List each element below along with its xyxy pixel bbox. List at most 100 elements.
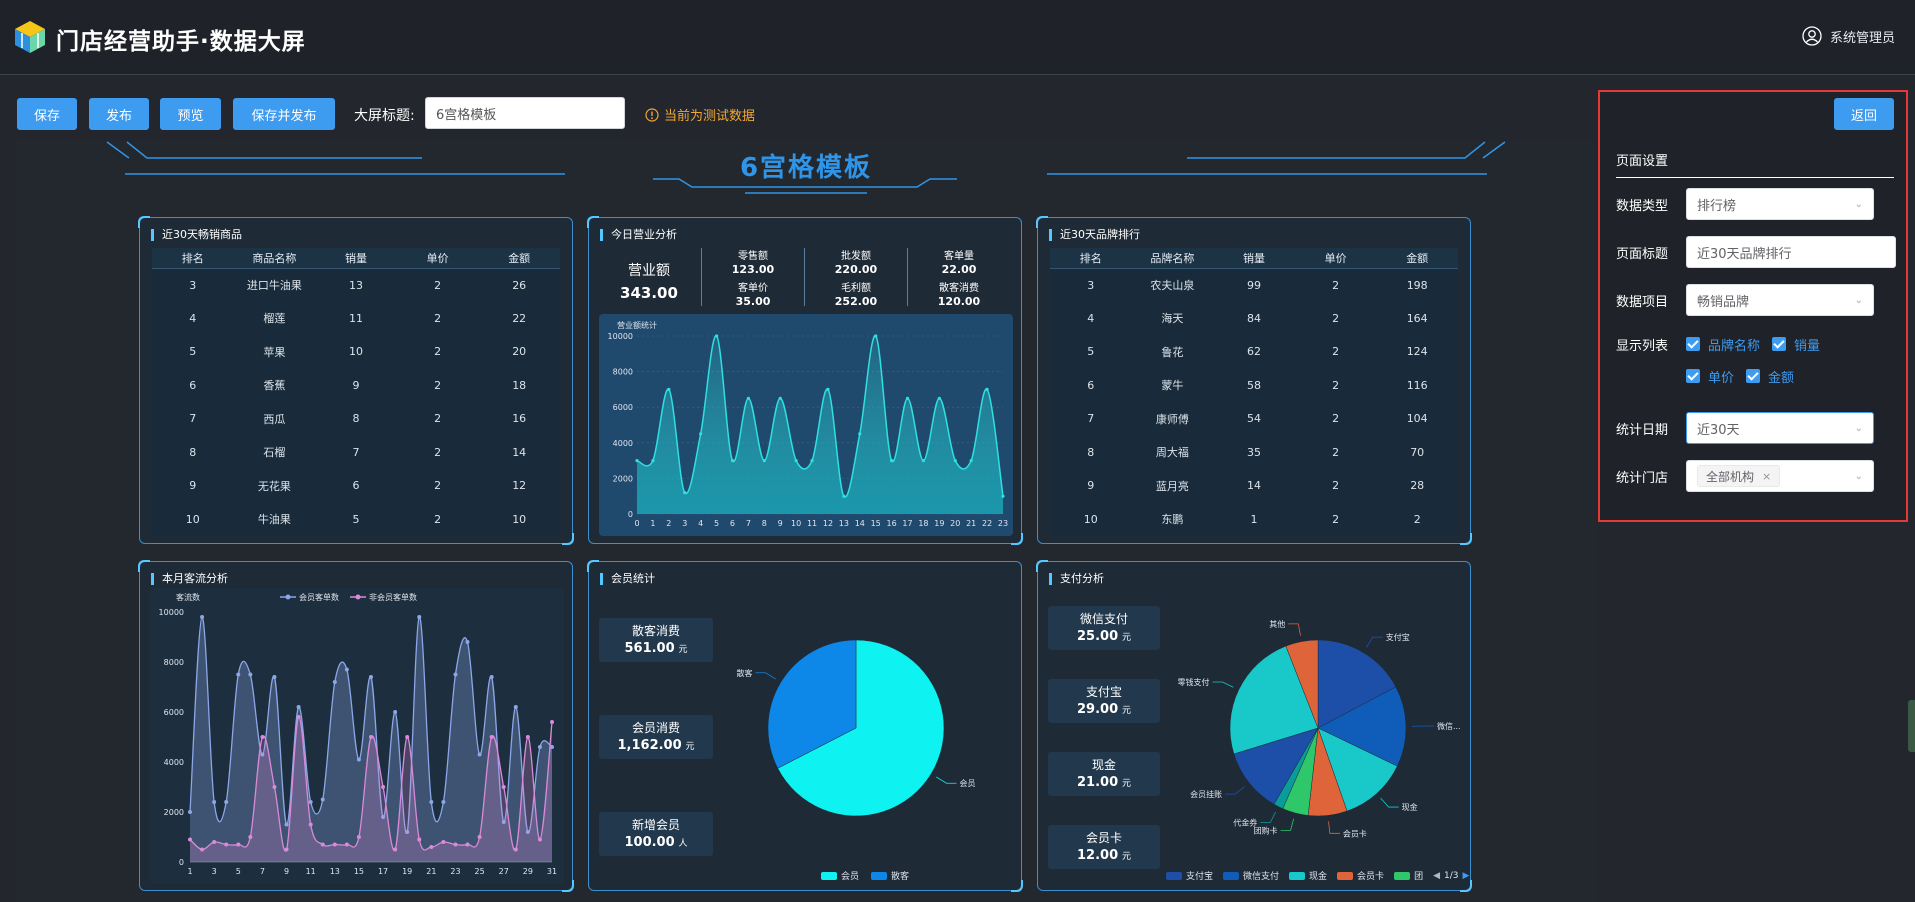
data-point bbox=[369, 735, 373, 739]
preview-button[interactable]: 预览 bbox=[160, 98, 221, 130]
checkbox-price[interactable]: 单价 bbox=[1686, 367, 1734, 386]
table-cell: 10 bbox=[478, 502, 560, 536]
legend-label: 支付宝 bbox=[1186, 872, 1214, 882]
revenue-total: 营业额 343.00 bbox=[599, 260, 699, 302]
user-menu[interactable]: 系统管理员 bbox=[1802, 26, 1895, 46]
data-point bbox=[842, 494, 846, 498]
table-cell: 2 bbox=[1294, 469, 1377, 503]
table-row: 6 蒙牛 58 2 116 bbox=[1050, 368, 1458, 402]
side-scroll-handle[interactable] bbox=[1908, 700, 1915, 752]
app-logo-icon bbox=[15, 21, 45, 53]
data-point bbox=[985, 387, 989, 391]
panel-member[interactable]: 会员统计 散客消费 561.00 元 会员消费 1,162.00 元 新增会员 100… bbox=[587, 560, 1023, 892]
data-point bbox=[537, 837, 542, 842]
chevron-down-icon: ⌄ bbox=[1854, 422, 1863, 434]
x-tick-label: 14 bbox=[855, 519, 865, 528]
table-cell: 16 bbox=[478, 402, 560, 436]
table-cell: 石榴 bbox=[233, 435, 316, 469]
data-type-select[interactable]: 排行榜 ⌄ bbox=[1686, 188, 1874, 220]
slice-label: 支付宝 bbox=[1386, 632, 1410, 642]
data-point bbox=[248, 835, 253, 839]
table-cell: 84 bbox=[1213, 301, 1295, 335]
x-tick-label: 23 bbox=[998, 519, 1008, 528]
data-point bbox=[453, 842, 458, 847]
data-point bbox=[683, 491, 687, 495]
table-cell: 124 bbox=[1376, 335, 1458, 369]
label-line bbox=[1225, 786, 1245, 795]
table-cell: 2 bbox=[1294, 268, 1377, 302]
revenue-chart[interactable]: 营业额统计 0 2000 4000 6000 8000 10000 0 1 2 3 4 5 6 7 8 9 10 1… bbox=[599, 314, 1013, 536]
table-cell: 26 bbox=[478, 268, 560, 302]
table-cell: 8 bbox=[1050, 435, 1132, 469]
legend-label: 散客 bbox=[891, 872, 910, 882]
data-point bbox=[200, 615, 205, 619]
card-label: 现金 bbox=[1091, 758, 1116, 772]
data-point bbox=[874, 334, 878, 338]
slice-label: 散客 bbox=[737, 668, 753, 678]
table-cell: 58 bbox=[1213, 368, 1295, 402]
member-pie-chart[interactable]: 会员 散客 bbox=[729, 602, 1019, 852]
data-item-select[interactable]: 畅销品牌 ⌄ bbox=[1686, 284, 1874, 316]
revenue-label: 营业额 bbox=[628, 263, 670, 279]
data-point bbox=[477, 752, 482, 757]
label-line bbox=[1280, 818, 1295, 831]
table-row: 3 农夫山泉 99 2 198 bbox=[1050, 268, 1458, 302]
table-cell: 2 bbox=[1294, 301, 1377, 335]
card-unit: 元 bbox=[1121, 852, 1131, 862]
x-tick-label: 7 bbox=[746, 519, 751, 528]
checkbox-brand-name[interactable]: 品牌名称 bbox=[1686, 335, 1760, 354]
table-cell: 12 bbox=[478, 469, 560, 503]
table-cell: 11 bbox=[315, 301, 397, 335]
page-title-input[interactable]: 近30天品牌排行 bbox=[1686, 236, 1896, 268]
screen-title-input[interactable] bbox=[425, 97, 625, 129]
table-cell: 2 bbox=[396, 469, 479, 503]
card-value: 29.00 bbox=[1077, 702, 1119, 717]
x-tick-label: 1 bbox=[187, 867, 192, 876]
legend-swatch bbox=[1337, 871, 1354, 880]
kpi-avg-price: 客单价 35.00 bbox=[703, 282, 803, 308]
save-button[interactable]: 保存 bbox=[17, 98, 77, 130]
revenue-summary: 营业额 343.00 零售额 123.00 批发额 220.00 客单量 22.00 … bbox=[599, 248, 1015, 308]
data-point bbox=[381, 815, 386, 819]
table-cell: 10 bbox=[1050, 502, 1132, 536]
legend-next-icon[interactable]: ▶ bbox=[1462, 870, 1470, 881]
table-cell: 9 bbox=[1050, 469, 1132, 503]
field-label: 统计日期 bbox=[1616, 422, 1669, 438]
panel-traffic[interactable]: 本月客流分析 客流数 会员客单数 非会员客单数 0 2000 4000 6000 8000 10… bbox=[138, 560, 574, 892]
legend-label: 非会员客单数 bbox=[369, 592, 417, 602]
kpi-label: 客单价 bbox=[738, 283, 768, 294]
data-point bbox=[969, 459, 973, 463]
traffic-chart[interactable]: 客流数 会员客单数 非会员客单数 0 2000 4000 6000 8000 10000 1 3 5 7… bbox=[150, 588, 564, 884]
panel-hot-goods[interactable]: 近30天畅销商品 排名 商品名称 销量 单价 金额 3 进口牛油果 13 2 26 4 榴莲… bbox=[138, 216, 574, 545]
close-icon[interactable]: × bbox=[1762, 469, 1772, 483]
publish-button[interactable]: 发布 bbox=[89, 98, 149, 130]
kpi-value: 123.00 bbox=[731, 263, 775, 276]
data-point bbox=[381, 785, 386, 789]
save-and-publish-button[interactable]: 保存并发布 bbox=[233, 98, 335, 130]
panel-revenue[interactable]: 今日营业分析 营业额 343.00 零售额 123.00 批发额 220.00 客单… bbox=[587, 216, 1023, 545]
x-tick-label: 6 bbox=[730, 519, 735, 528]
data-point bbox=[826, 387, 830, 391]
data-point bbox=[224, 800, 229, 804]
legend-label: 团 bbox=[1414, 872, 1424, 882]
data-point bbox=[513, 705, 518, 709]
table-cell: 70 bbox=[1376, 435, 1458, 469]
chevron-down-icon: ⌄ bbox=[1854, 470, 1863, 482]
checkbox-amount[interactable]: 金额 bbox=[1746, 367, 1794, 386]
back-button[interactable]: 返回 bbox=[1834, 98, 1894, 130]
data-point bbox=[356, 757, 361, 762]
data-point bbox=[550, 720, 554, 724]
hot-goods-table: 排名 商品名称 销量 单价 金额 3 进口牛油果 13 2 26 4 榴莲 11 2 22 5 苹果 1… bbox=[152, 248, 560, 536]
panel-title: 近30天畅销商品 bbox=[151, 229, 242, 241]
data-point bbox=[550, 745, 554, 749]
table-cell: 99 bbox=[1213, 268, 1295, 302]
checkbox-qty[interactable]: 销量 bbox=[1772, 335, 1820, 354]
stat-store-select[interactable]: 全部机构 × ⌄ bbox=[1686, 460, 1874, 492]
checkbox-checked-icon bbox=[1686, 337, 1700, 351]
panel-brand-rank[interactable]: 近30天品牌排行 排名 品牌名称 销量 单价 金额 3 农夫山泉 99 2 198 4 海天… bbox=[1036, 216, 1472, 545]
label-line bbox=[1380, 797, 1399, 808]
legend-prev-icon[interactable]: ◀ bbox=[1433, 870, 1440, 881]
stat-date-select[interactable]: 近30天 ⌄ bbox=[1686, 412, 1874, 444]
panel-payment[interactable]: 支付分析 微信支付 25.00 元 支付宝 29.00 元 现金 21.00 元 会员… bbox=[1036, 560, 1472, 892]
